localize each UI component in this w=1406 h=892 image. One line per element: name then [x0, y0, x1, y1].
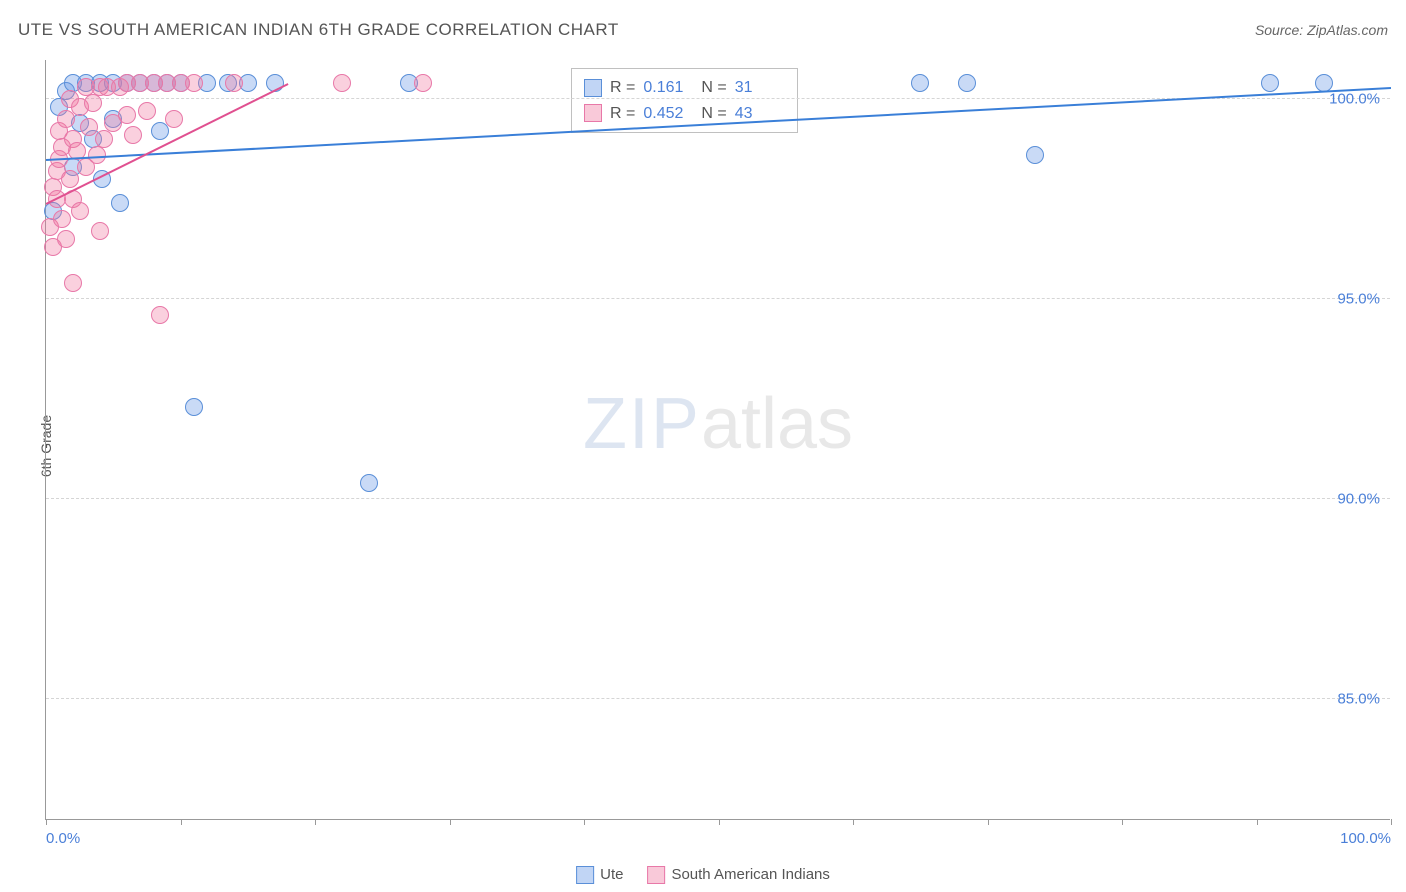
chart-header: UTE VS SOUTH AMERICAN INDIAN 6TH GRADE C…: [18, 20, 1388, 40]
plot-area: ZIPatlas R = 0.161 N = 31 R = 0.452 N = 43 85.0…: [45, 60, 1390, 820]
gridline: [46, 698, 1390, 699]
stats-row: R = 0.452 N = 43: [584, 101, 785, 127]
x-tick: [46, 819, 47, 825]
scatter-point: [360, 474, 378, 492]
scatter-point: [61, 170, 79, 188]
stats-swatch: [584, 79, 602, 97]
scatter-point: [151, 306, 169, 324]
watermark-atlas: atlas: [701, 384, 853, 464]
y-tick-label: 90.0%: [1337, 491, 1380, 508]
scatter-point: [57, 230, 75, 248]
x-tick: [988, 819, 989, 825]
scatter-point: [225, 74, 243, 92]
scatter-point: [185, 398, 203, 416]
chart-title: UTE VS SOUTH AMERICAN INDIAN 6TH GRADE C…: [18, 20, 619, 40]
scatter-point: [1315, 74, 1333, 92]
stats-n-label: N =: [701, 75, 726, 101]
legend-label: South American Indians: [671, 866, 829, 883]
scatter-point: [1026, 146, 1044, 164]
scatter-point: [93, 170, 111, 188]
y-tick-label: 85.0%: [1337, 691, 1380, 708]
scatter-point: [414, 74, 432, 92]
x-tick: [315, 819, 316, 825]
scatter-point: [88, 146, 106, 164]
stats-box: R = 0.161 N = 31 R = 0.452 N = 43: [571, 68, 798, 133]
watermark-zip: ZIP: [583, 384, 701, 464]
y-tick-label: 100.0%: [1329, 91, 1380, 108]
scatter-point: [111, 194, 129, 212]
watermark: ZIPatlas: [583, 383, 853, 465]
legend-item: South American Indians: [647, 866, 829, 884]
scatter-point: [64, 274, 82, 292]
legend-label: Ute: [600, 866, 623, 883]
scatter-point: [53, 210, 71, 228]
stats-n-label: N =: [701, 101, 726, 127]
stats-n-value: 43: [735, 101, 785, 127]
scatter-point: [333, 74, 351, 92]
chart-source: Source: ZipAtlas.com: [1255, 22, 1388, 38]
scatter-point: [84, 94, 102, 112]
legend-item: Ute: [576, 866, 623, 884]
scatter-point: [165, 110, 183, 128]
stats-row: R = 0.161 N = 31: [584, 75, 785, 101]
stats-r-value: 0.161: [643, 75, 693, 101]
gridline: [46, 98, 1390, 99]
x-tick: [584, 819, 585, 825]
stats-n-value: 31: [735, 75, 785, 101]
x-tick-label: 0.0%: [46, 830, 80, 847]
y-tick-label: 95.0%: [1337, 291, 1380, 308]
scatter-point: [71, 202, 89, 220]
bottom-legend: Ute South American Indians: [576, 866, 830, 884]
stats-r-label: R =: [610, 101, 635, 127]
scatter-point: [1261, 74, 1279, 92]
stats-swatch: [584, 104, 602, 122]
x-tick: [853, 819, 854, 825]
scatter-point: [95, 130, 113, 148]
scatter-point: [911, 74, 929, 92]
scatter-point: [124, 126, 142, 144]
x-tick: [181, 819, 182, 825]
scatter-point: [185, 74, 203, 92]
x-tick: [1122, 819, 1123, 825]
x-tick: [450, 819, 451, 825]
stats-r-value: 0.452: [643, 101, 693, 127]
scatter-point: [118, 106, 136, 124]
x-tick: [1391, 819, 1392, 825]
legend-swatch: [647, 866, 665, 884]
scatter-point: [91, 222, 109, 240]
trend-lines: [46, 60, 1391, 820]
stats-r-label: R =: [610, 75, 635, 101]
scatter-point: [266, 74, 284, 92]
x-tick: [719, 819, 720, 825]
scatter-point: [138, 102, 156, 120]
scatter-point: [958, 74, 976, 92]
gridline: [46, 298, 1390, 299]
legend-swatch: [576, 866, 594, 884]
gridline: [46, 498, 1390, 499]
x-tick-label: 100.0%: [1340, 830, 1391, 847]
x-tick: [1257, 819, 1258, 825]
